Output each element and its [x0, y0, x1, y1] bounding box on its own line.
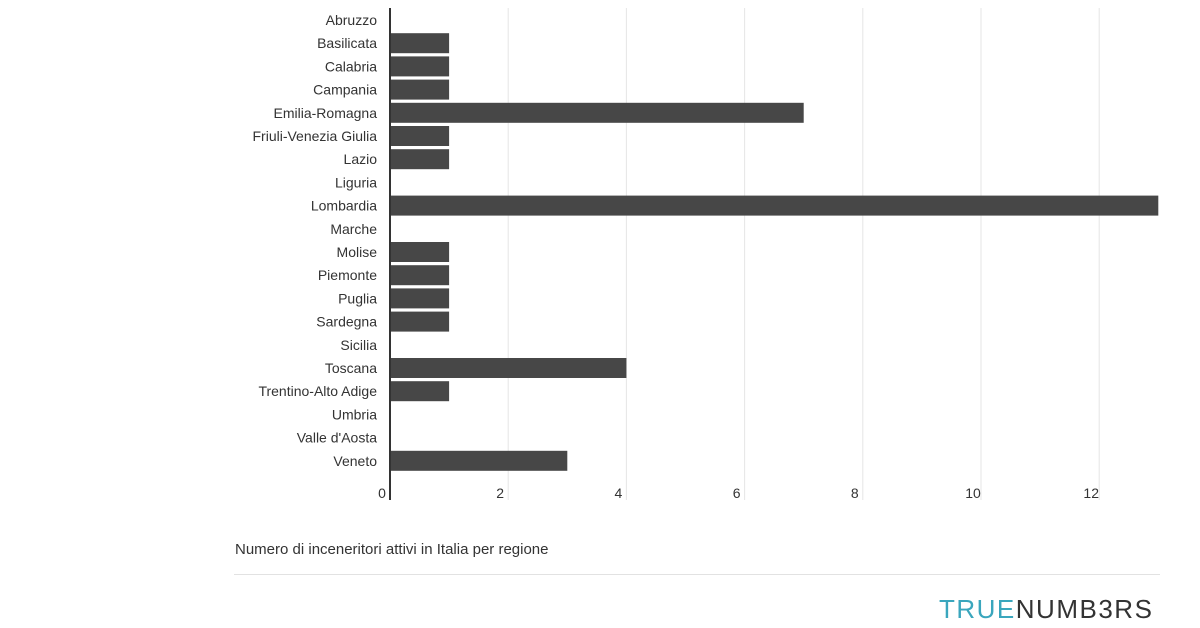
- category-label: Molise: [337, 244, 378, 260]
- category-label: Umbria: [332, 406, 377, 422]
- bars: [390, 33, 1159, 471]
- bar-chart: Abruzzo Basilicata Calabria Campania Emilia-…: [253, 8, 1159, 501]
- category-label: Veneto: [333, 453, 377, 469]
- logo-part-true: TRUE: [939, 594, 1016, 624]
- category-label: Lombardia: [311, 198, 377, 214]
- category-label: Trentino-Alto Adige: [258, 383, 377, 399]
- category-label: Abruzzo: [326, 12, 378, 28]
- x-tick-label: 8: [851, 485, 859, 501]
- category-labels: Abruzzo Basilicata Calabria Campania Emilia-…: [253, 12, 378, 469]
- category-label: Basilicata: [317, 35, 377, 51]
- category-label: Toscana: [325, 360, 377, 376]
- category-label: Marche: [330, 221, 377, 237]
- bar: [390, 265, 450, 286]
- bar: [390, 450, 568, 471]
- bar: [390, 358, 627, 378]
- bar: [390, 56, 450, 77]
- grid-lines: [507, 8, 1100, 500]
- x-tick-label: 12: [1083, 485, 1099, 501]
- bar: [390, 149, 450, 170]
- category-label: Sicilia: [340, 337, 377, 353]
- category-label: Valle d'Aosta: [297, 430, 377, 446]
- x-tick-labels: 0 2 4 6 8 10 12: [378, 485, 1099, 501]
- category-label: Sardegna: [316, 314, 377, 330]
- bar: [390, 311, 450, 332]
- bar: [390, 242, 450, 262]
- x-tick-label: 6: [733, 485, 741, 501]
- category-label: Friuli-Venezia Giulia: [253, 128, 378, 144]
- category-label: Campania: [313, 82, 377, 98]
- x-tick-label: 0: [378, 485, 386, 501]
- x-tick-label: 2: [496, 485, 504, 501]
- x-tick-label: 10: [965, 485, 981, 501]
- bar: [390, 288, 450, 309]
- bar: [390, 126, 450, 146]
- category-label: Liguria: [335, 174, 377, 190]
- category-label: Emilia-Romagna: [274, 105, 378, 121]
- bar: [390, 102, 804, 123]
- bar: [390, 33, 450, 54]
- truenumbers-logo: TRUENUMB3RS: [939, 594, 1153, 625]
- caption-separator: [234, 574, 1160, 575]
- chart-caption: Numero di inceneritori attivi in Italia …: [235, 541, 549, 558]
- category-label: Puglia: [338, 290, 377, 306]
- category-label: Lazio: [344, 151, 378, 167]
- bar: [390, 195, 1159, 216]
- category-label: Piemonte: [318, 267, 377, 283]
- category-label: Calabria: [325, 58, 377, 74]
- bar: [390, 381, 450, 402]
- x-tick-label: 4: [615, 485, 623, 501]
- logo-part-numbers: NUMB3RS: [1015, 594, 1154, 624]
- bar: [390, 79, 450, 100]
